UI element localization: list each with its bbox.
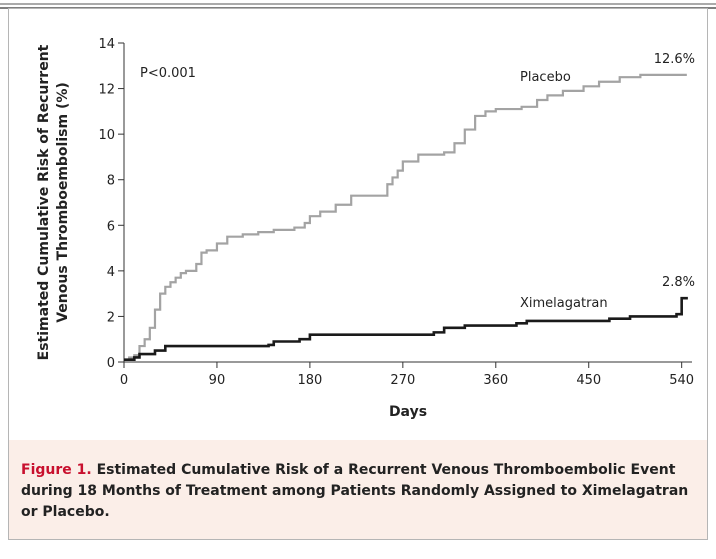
y-tick-label: 4 bbox=[107, 265, 115, 280]
x-tick-label: 450 bbox=[576, 373, 601, 388]
series-name: Ximelagatran bbox=[520, 296, 608, 311]
y-tick-label: 6 bbox=[107, 219, 115, 234]
y-tick-label: 0 bbox=[107, 356, 115, 371]
x-tick-label: 180 bbox=[297, 373, 322, 388]
y-tick-label: 10 bbox=[98, 128, 115, 143]
y-axis-label: Estimated Cumulative Risk of Recurrent bbox=[36, 44, 52, 360]
series-line bbox=[124, 296, 688, 362]
x-tick-label: 540 bbox=[669, 373, 694, 388]
x-tick-label: 90 bbox=[209, 373, 226, 388]
y-tick-label: 14 bbox=[98, 37, 115, 52]
y-tick-label: 2 bbox=[107, 310, 115, 325]
end-label: 2.8% bbox=[662, 275, 695, 290]
caption-label: Figure 1. bbox=[21, 462, 92, 478]
caption-text: Estimated Cumulative Risk of a Recurrent… bbox=[21, 462, 689, 520]
y-tick-label: 12 bbox=[98, 83, 115, 98]
series-line bbox=[124, 73, 687, 361]
x-tick-label: 0 bbox=[120, 373, 128, 388]
caption: Figure 1. Estimated Cumulative Risk of a… bbox=[8, 440, 708, 540]
chart: 0 2 4 6 8 10 12 14 0 90 180 270 360 450 540 Days Estimat… bbox=[0, 3, 716, 440]
end-label: 12.6% bbox=[654, 52, 695, 67]
annotation: P<0.001 bbox=[140, 66, 196, 81]
y-tick-label: 8 bbox=[107, 174, 115, 189]
series-name: Placebo bbox=[520, 70, 571, 85]
x-tick-label: 270 bbox=[390, 373, 415, 388]
x-tick-label: 360 bbox=[483, 373, 508, 388]
x-axis-label: Days bbox=[389, 404, 427, 420]
frame bbox=[8, 8, 708, 440]
y-axis-label: Venous Thromboembolism (%) bbox=[55, 82, 71, 323]
